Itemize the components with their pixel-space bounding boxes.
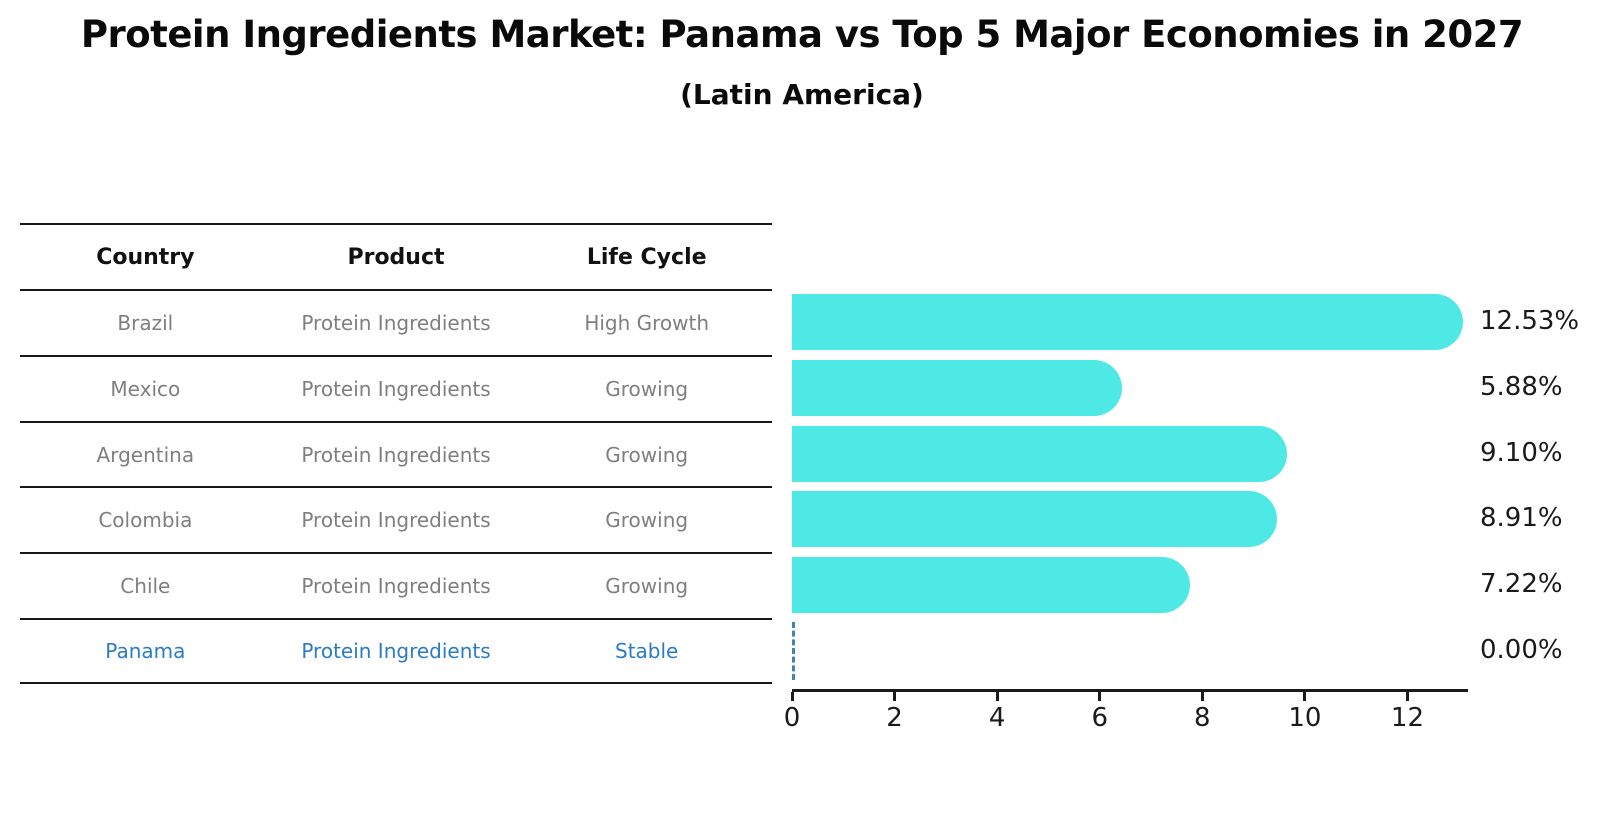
column-header-life-cycle: Life Cycle	[586, 244, 707, 270]
bar-row: 12.53%	[792, 289, 1604, 355]
table-row: Panama Protein Ingredients Stable	[20, 618, 772, 684]
table-row: Colombia Protein Ingredients Growing	[20, 486, 772, 552]
x-tick-label: 0	[783, 703, 801, 733]
x-axis-line	[792, 689, 1468, 692]
bar-row: 9.10%	[792, 421, 1604, 487]
country-table: Country Product Life Cycle Brazil Protei…	[20, 223, 772, 684]
column-header-product: Product	[347, 244, 445, 270]
table-row: Chile Protein Ingredients Growing	[20, 552, 772, 618]
cell-country: Colombia	[98, 508, 193, 533]
bar-value-label: 5.88%	[1480, 371, 1563, 402]
cell-product: Protein Ingredients	[301, 442, 491, 467]
cell-country: Chile	[120, 574, 171, 599]
table-row: Mexico Protein Ingredients Growing	[20, 354, 772, 421]
bar-chile	[792, 557, 1191, 614]
table-header-row: Country Product Life Cycle	[20, 223, 772, 289]
cell-country: Brazil	[117, 310, 174, 335]
cell-product: Protein Ingredients	[301, 574, 491, 599]
x-tick-label: 6	[1091, 703, 1108, 733]
bar-value-label: 9.10%	[1480, 437, 1563, 468]
table-row: Brazil Protein Ingredients High Growth	[20, 289, 772, 355]
cell-product: Protein Ingredients	[301, 376, 491, 401]
table-row: Argentina Protein Ingredients Growing	[20, 420, 772, 487]
cell-product: Protein Ingredients	[301, 508, 491, 533]
bar-colombia	[792, 491, 1277, 548]
page-title: Protein Ingredients Market: Panama vs To…	[80, 13, 1524, 56]
bar-plot: 12.53% 5.88% 9.10% 8.91% 7.22% 0.00%	[792, 289, 1604, 684]
x-tick-label: 2	[886, 703, 903, 733]
bar-row: 5.88%	[792, 355, 1604, 421]
x-tick-mark	[893, 692, 897, 701]
cell-life-cycle: High Growth	[584, 310, 710, 335]
cell-country: Panama	[105, 639, 186, 664]
bar-row: 7.22%	[792, 552, 1604, 618]
bar-mexico	[792, 359, 1122, 416]
cell-country: Argentina	[96, 442, 195, 467]
bar-brazil	[792, 293, 1463, 350]
x-tick-label: 8	[1194, 703, 1211, 733]
bar-value-label: 12.53%	[1480, 306, 1580, 336]
x-tick-mark	[1098, 692, 1102, 701]
x-tick-label: 10	[1288, 703, 1322, 733]
column-header-country: Country	[96, 244, 195, 270]
bar-value-label: 8.91%	[1480, 503, 1563, 534]
bar-row: 0.00%	[792, 618, 1604, 684]
cell-country: Mexico	[110, 376, 181, 401]
x-tick-mark	[1303, 692, 1307, 701]
bar-row: 8.91%	[792, 486, 1604, 552]
zero-value-marker	[792, 622, 795, 681]
x-tick-label: 4	[988, 703, 1006, 733]
cell-life-cycle: Growing	[605, 376, 689, 401]
page-subtitle: (Latin America)	[680, 78, 924, 111]
cell-life-cycle: Growing	[605, 442, 689, 467]
cell-life-cycle: Growing	[605, 574, 689, 599]
bar-value-label: 0.00%	[1480, 635, 1563, 666]
cell-product: Protein Ingredients	[301, 310, 491, 335]
x-tick-label: 12	[1390, 703, 1425, 733]
cell-product: Protein Ingredients	[301, 639, 491, 664]
cell-life-cycle: Growing	[605, 508, 689, 533]
table-body: Brazil Protein Ingredients High Growth M…	[20, 289, 772, 684]
x-tick-mark	[1200, 692, 1204, 701]
cell-life-cycle: Stable	[615, 639, 679, 664]
x-tick-mark	[790, 692, 794, 701]
bar-value-label: 7.22%	[1480, 569, 1563, 600]
bar-argentina	[792, 425, 1287, 482]
x-tick-mark	[1405, 692, 1409, 701]
x-tick-mark	[995, 692, 999, 701]
